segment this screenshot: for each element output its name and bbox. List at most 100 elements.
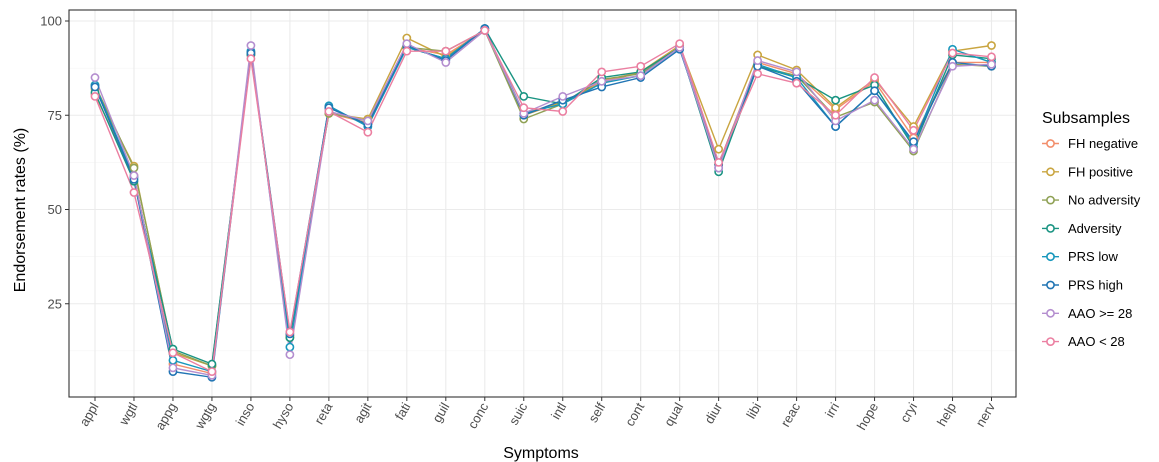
data-point [870,73,879,82]
data-point [519,92,529,101]
data-point [831,110,840,120]
y-tick-label: 75 [48,108,62,123]
data-point [90,82,100,92]
data-point [129,171,139,180]
data-point [402,39,412,49]
x-tick-label: wgtl [116,400,141,428]
x-tick-label: hope [854,400,881,433]
legend-item: AAO < 28 [1042,334,1125,349]
x-tick-label: irri [822,400,842,420]
x-tick-label: hyso [270,400,297,431]
x-tick-label: wgtg [191,400,218,432]
data-point [870,86,879,96]
data-point [948,48,957,58]
data-point [597,67,607,77]
data-point [90,92,100,101]
data-point [558,92,568,101]
legend-key-point [1046,308,1055,318]
data-point [870,95,879,105]
data-point [558,107,568,116]
legend-key-point [1046,252,1055,262]
x-tick-label: appl [76,400,101,429]
series-line-6 [94,29,992,377]
data-point [909,125,918,135]
series-line-7 [94,29,992,373]
legend-key-point [1046,337,1055,346]
data-point [441,58,451,67]
data-point [285,350,295,360]
data-point [987,59,996,69]
y-tick-label: 25 [48,296,62,311]
legend-label: FH positive [1068,164,1133,179]
x-tick-label: appg [152,400,179,433]
x-tick-label: nerv [972,400,998,430]
legend-key-point [1046,139,1055,148]
plot-background [69,10,1016,397]
data-point [90,73,100,82]
data-point [480,26,490,35]
x-tick-label: fati [392,400,414,423]
x-axis: appl wgtl appg wgtg inso hyso reta agit fati guil… [76,397,998,433]
data-point [207,367,217,377]
data-point [636,61,646,71]
data-point [363,127,373,137]
data-point [909,144,918,154]
x-tick-label: reac [778,400,804,430]
data-point [246,41,256,50]
x-tick-label: qual [661,400,686,429]
legend-item: No adversity [1042,193,1141,208]
data-point [402,46,412,56]
plot-area: 25 50 75 100 appl wgtl appg wgtg inso hyso reta agi… [40,9,1017,433]
data-point [441,46,451,56]
data-point [285,342,295,352]
data-point [519,103,529,113]
data-point [753,56,763,65]
data-point [987,52,996,62]
x-tick-label: suic [506,400,531,428]
x-tick-label: self [585,400,608,425]
x-tick-label: help [934,400,959,429]
x-tick-label: libi [743,400,764,421]
legend-label: FH negative [1068,136,1138,151]
legend: Subsamples FH negative FH positive No adve… [1042,110,1141,349]
y-axis-title-text: Endorsement rates (%) [12,128,29,293]
data-point [363,116,373,126]
data-point [168,355,178,365]
data-point [792,78,802,88]
x-tick-label: cryi [897,400,920,425]
legend-item: Adversity [1042,221,1122,236]
legend-label: AAO < 28 [1068,334,1125,349]
data-point [285,327,295,337]
data-point [324,107,334,116]
legend-key-point [1046,167,1055,177]
y-axis: 25 50 75 100 [40,14,69,311]
x-tick-label: diur [701,399,725,426]
data-point [675,39,685,49]
x-tick-label: intl [548,400,569,422]
legend-label: PRS low [1068,249,1118,264]
plot-border [68,9,1017,398]
data-point [246,54,256,64]
data-point [168,348,178,358]
y-tick-label: 50 [48,202,62,217]
data-point [714,157,724,167]
data-point [948,61,957,71]
data-point [792,67,802,77]
x-tick-label: reta [311,399,336,427]
legend-label: AAO >= 28 [1068,306,1132,321]
legend-label: PRS high [1068,278,1123,293]
legend-key-point [1046,195,1055,205]
legend-label: Adversity [1068,221,1122,236]
data-point [636,71,646,81]
data-point [714,144,724,154]
legend-key-point [1046,280,1055,290]
x-tick-label: cont [622,400,647,429]
legend-title: Subsamples [1042,110,1130,127]
x-tick-label: inso [233,400,258,428]
data-point [597,76,607,86]
legend-key-point [1046,223,1055,233]
legend-item: FH positive [1042,164,1133,179]
x-tick-label: guil [429,400,452,425]
data-point [753,69,763,79]
